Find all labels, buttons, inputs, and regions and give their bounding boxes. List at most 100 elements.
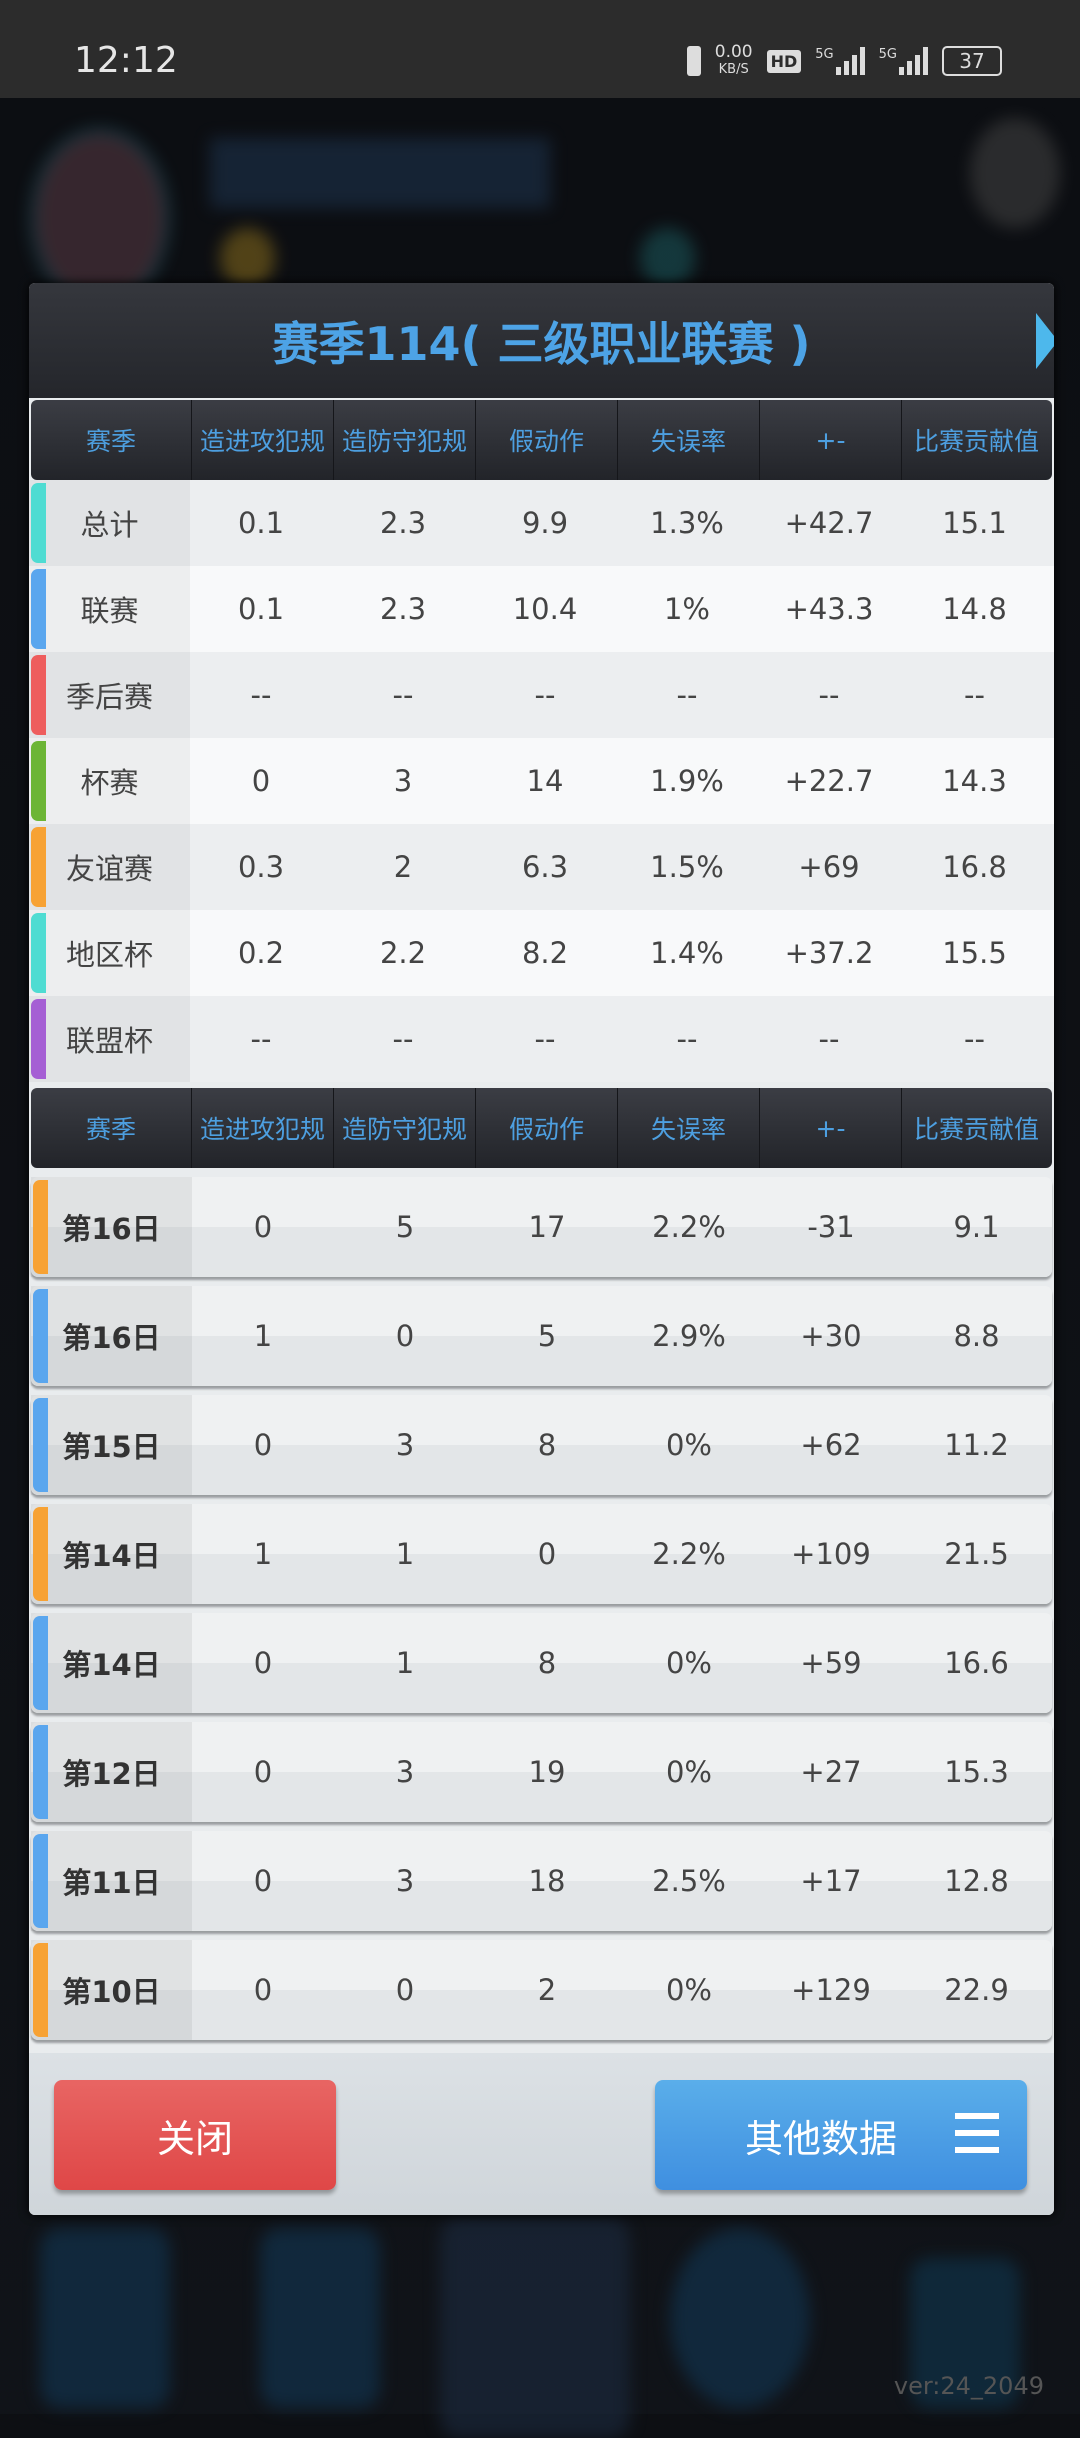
stat-cell: 8.8 bbox=[953, 1319, 1000, 1353]
column-header[interactable]: 赛季 bbox=[31, 400, 192, 480]
game-row[interactable]: 第12日 0 3 19 0% +27 15.3 bbox=[31, 1722, 1052, 1822]
game-row[interactable]: 第16日 1 0 5 2.9% +30 8.8 bbox=[31, 1286, 1052, 1386]
stat-cell: 1% bbox=[663, 592, 710, 626]
stat-cell: +129 bbox=[791, 1973, 871, 2007]
stat-cell: 15.5 bbox=[942, 936, 1007, 970]
gem-icon bbox=[640, 228, 695, 288]
nav-icon-5 bbox=[910, 2258, 1020, 2408]
stat-cell: 2.5% bbox=[652, 1864, 726, 1898]
game-row[interactable]: 第11日 0 3 18 2.5% +17 12.8 bbox=[31, 1831, 1052, 1931]
stat-cell: 1 bbox=[395, 1646, 415, 1680]
summary-row: 联赛 0.1 2.3 10.4 1% +43.3 14.8 bbox=[29, 566, 1054, 652]
stat-cell: 0 bbox=[253, 1646, 273, 1680]
summary-row: 总计 0.1 2.3 9.9 1.3% +42.7 15.1 bbox=[29, 480, 1054, 566]
game-row[interactable]: 第16日 0 5 17 2.2% -31 9.1 bbox=[31, 1177, 1052, 1277]
stat-cell: -- bbox=[818, 678, 840, 712]
stat-cell: -- bbox=[534, 678, 556, 712]
stat-cell: -- bbox=[392, 678, 414, 712]
team-name-blur bbox=[210, 138, 550, 208]
row-label: 联盟杯 bbox=[29, 996, 190, 1082]
game-row[interactable]: 第15日 0 3 8 0% +62 11.2 bbox=[31, 1395, 1052, 1495]
row-label: 地区杯 bbox=[29, 910, 190, 996]
stat-cell: 0 bbox=[253, 1973, 273, 2007]
menu-icon bbox=[955, 2113, 999, 2164]
stat-cell: -- bbox=[534, 1022, 556, 1056]
stat-cell: 0 bbox=[253, 1864, 273, 1898]
column-header[interactable]: 比赛贡献值 bbox=[913, 1115, 1039, 1144]
stat-cell: 1.3% bbox=[650, 506, 724, 540]
row-color-marker bbox=[33, 1398, 48, 1492]
stat-cell: 19 bbox=[528, 1755, 566, 1789]
stat-cell: 16.6 bbox=[944, 1646, 1009, 1680]
column-header[interactable]: 假动作 bbox=[476, 400, 618, 480]
stat-cell: 2.9% bbox=[652, 1319, 726, 1353]
column-header[interactable]: 假动作 bbox=[476, 1088, 618, 1168]
column-header[interactable]: 失误率 bbox=[618, 1088, 760, 1168]
stat-cell: 14.3 bbox=[942, 764, 1007, 798]
next-season-arrow-icon[interactable] bbox=[1036, 313, 1054, 369]
column-header[interactable]: 造进攻犯规 bbox=[192, 400, 334, 480]
stat-cell: 0 bbox=[253, 1210, 273, 1244]
stat-cell: -- bbox=[964, 1022, 985, 1056]
game-day-label: 第16日 bbox=[31, 1286, 192, 1386]
stat-cell: 9.9 bbox=[521, 506, 569, 540]
summary-row: 联盟杯 -- -- -- -- -- -- bbox=[29, 996, 1054, 1082]
stat-cell: 0 bbox=[395, 1319, 415, 1353]
row-label: 杯赛 bbox=[29, 738, 190, 824]
row-color-marker bbox=[31, 999, 46, 1079]
column-header[interactable]: +- bbox=[760, 400, 902, 480]
column-header[interactable]: 赛季 bbox=[31, 1088, 192, 1168]
row-color-marker bbox=[31, 741, 46, 821]
avatar bbox=[30, 128, 170, 308]
game-day-label: 第11日 bbox=[31, 1831, 192, 1931]
close-label: 关闭 bbox=[156, 2116, 233, 2161]
game-day-label: 第16日 bbox=[31, 1177, 192, 1277]
game-row[interactable]: 第14日 0 1 8 0% +59 16.6 bbox=[31, 1613, 1052, 1713]
stat-cell: +27 bbox=[800, 1755, 862, 1789]
signal-1-icon: 5G bbox=[815, 47, 865, 75]
stat-cell: 14.8 bbox=[942, 592, 1007, 626]
row-color-marker bbox=[31, 913, 46, 993]
column-header[interactable]: 造防守犯规 bbox=[334, 400, 476, 480]
signal-2-icon: 5G bbox=[879, 47, 928, 75]
stat-cell: 2 bbox=[537, 1973, 557, 2007]
other-data-button[interactable]: 其他数据 bbox=[655, 2080, 1027, 2190]
column-header[interactable]: 造防守犯规 bbox=[334, 1088, 476, 1168]
game-row[interactable]: 第14日 1 1 0 2.2% +109 21.5 bbox=[31, 1504, 1052, 1604]
games-table[interactable]: 第16日 0 5 17 2.2% -31 9.1 第16日 1 0 5 2.9% +30 8.8 第15日 0… bbox=[29, 1177, 1054, 2040]
game-row[interactable]: 第10日 0 0 2 0% +129 22.9 bbox=[31, 1940, 1052, 2040]
stat-cell: -- bbox=[676, 678, 698, 712]
stat-cell: 12.8 bbox=[944, 1864, 1009, 1898]
vibrate-icon bbox=[686, 46, 701, 76]
stat-cell: +17 bbox=[800, 1864, 862, 1898]
column-header[interactable]: 造进攻犯规 bbox=[192, 1088, 334, 1168]
row-label: 联赛 bbox=[29, 566, 190, 652]
net-type-1: 5G bbox=[815, 47, 834, 62]
dialog-title: 赛季114( 三级职业联赛 ) bbox=[272, 316, 811, 371]
game-day-label: 第14日 bbox=[31, 1504, 192, 1604]
stat-cell: 15.3 bbox=[944, 1755, 1009, 1789]
network-speed: 0.00 KB/S bbox=[715, 44, 753, 78]
close-button[interactable]: 关闭 bbox=[54, 2080, 336, 2190]
stat-cell: 5 bbox=[395, 1210, 415, 1244]
column-header[interactable]: +- bbox=[760, 1088, 902, 1168]
stat-cell: 2.3 bbox=[379, 592, 427, 626]
row-color-marker bbox=[31, 827, 46, 907]
speed-unit: KB/S bbox=[718, 62, 749, 77]
column-header[interactable]: 失误率 bbox=[618, 400, 760, 480]
coin-icon bbox=[220, 228, 275, 288]
stat-cell: 2.2% bbox=[652, 1537, 726, 1571]
stat-cell: 1 bbox=[253, 1319, 273, 1353]
game-day-label: 第10日 bbox=[31, 1940, 192, 2040]
stat-cell: 0.1 bbox=[237, 592, 285, 626]
stat-cell: 22.9 bbox=[944, 1973, 1009, 2007]
column-header[interactable]: 比赛贡献值 bbox=[913, 427, 1039, 456]
stat-cell: 0.3 bbox=[237, 850, 285, 884]
stat-cell: 18 bbox=[528, 1864, 566, 1898]
status-bar: 12:12 0.00 KB/S HD 5G 5G 37 bbox=[0, 0, 1080, 98]
stat-cell: 8 bbox=[537, 1646, 557, 1680]
version-label: ver:24_2049 bbox=[893, 2372, 1044, 2400]
battery-icon: 37 bbox=[942, 46, 1002, 76]
stat-cell: +30 bbox=[800, 1319, 862, 1353]
stat-cell: +42.7 bbox=[784, 506, 874, 540]
